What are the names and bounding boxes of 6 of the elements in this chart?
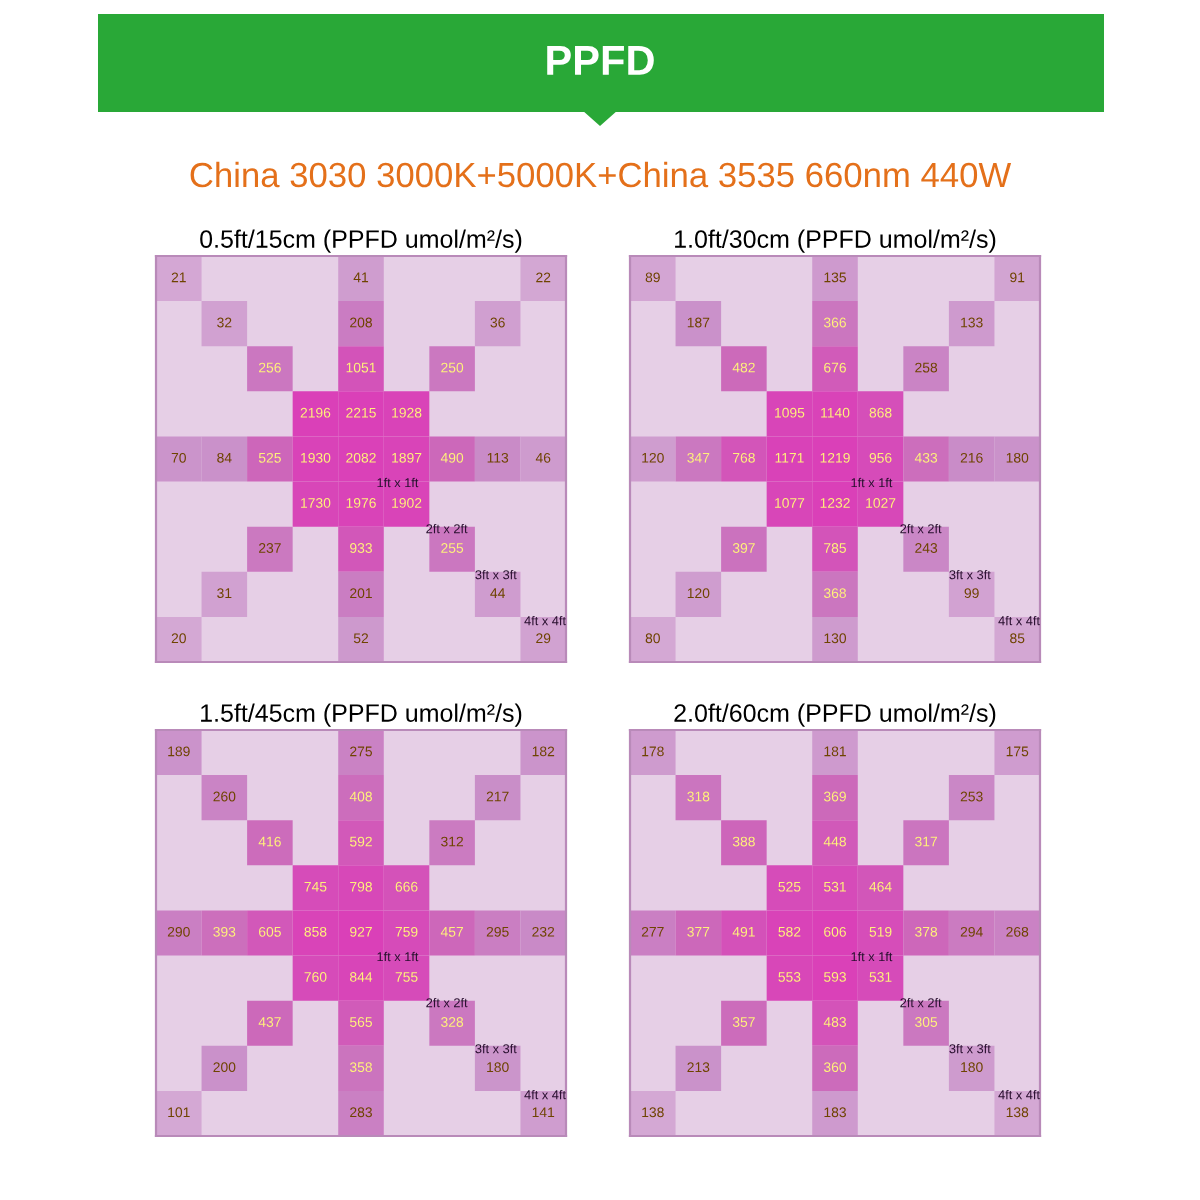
- text: 2.0ft/60cm (PPFD umol/m²/s): [674, 703, 996, 727]
- text: 1.5ft/45cm (PPFD umol/m²/s): [201, 703, 522, 727]
- text: 1.0ft/30cm (PPFD umol/m²/s): [675, 229, 996, 253]
- text: 0.5ft/15cm (PPFD umol/m²/s): [200, 229, 522, 253]
- text: China 3030 3000K+5000K+China 3535 660nm 440W: [190, 161, 1012, 188]
- text: PPFD: [547, 46, 654, 75]
